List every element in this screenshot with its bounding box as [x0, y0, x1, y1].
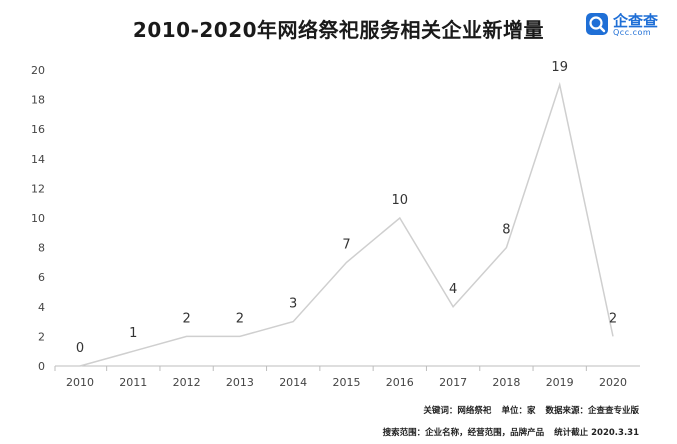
- x-tick-label: 2015: [333, 376, 361, 389]
- footer-line-2: 搜索范围：企业名称，经营范围，品牌产品 统计截止 2020.3.31: [383, 426, 639, 438]
- data-label: 10: [392, 193, 409, 208]
- x-tick-label: 2017: [439, 376, 467, 389]
- x-tick-label: 2014: [279, 376, 307, 389]
- footer-line-1: 关键词：网络祭祀 单位：家 数据来源：企查查专业版: [423, 404, 639, 416]
- data-label: 3: [289, 297, 297, 312]
- x-tick-label: 2013: [226, 376, 254, 389]
- cutoff-label: 统计截止: [554, 428, 589, 438]
- x-tick-label: 2011: [119, 376, 147, 389]
- keyword-value: 网络祭祀: [457, 406, 492, 416]
- keyword-label: 关键词：: [423, 406, 458, 416]
- data-label: 19: [551, 60, 568, 75]
- y-tick-label: 4: [38, 301, 45, 314]
- cutoff-value: 2020.3.31: [591, 428, 639, 438]
- x-tick-label: 2018: [492, 376, 520, 389]
- qcc-logo: 企查查 Qcc.com: [585, 10, 673, 42]
- data-label: 2: [236, 311, 244, 326]
- qcc-logo-icon: [586, 13, 608, 35]
- y-tick-label: 18: [31, 94, 45, 107]
- series-line: [79, 81, 614, 367]
- scope-label: 搜索范围：: [382, 428, 426, 438]
- data-label: 8: [502, 223, 510, 238]
- y-tick-label: 20: [31, 64, 45, 77]
- x-tick-label: 2019: [546, 376, 574, 389]
- data-label: 2: [182, 311, 190, 326]
- data-label: 4: [449, 282, 457, 297]
- y-tick-label: 14: [31, 153, 45, 166]
- x-tick-label: 2020: [599, 376, 627, 389]
- source-label: 数据来源：: [545, 406, 588, 416]
- x-tick-label: 2016: [386, 376, 414, 389]
- x-axis-ticks: 2010 2011 2012 2013 2014 2015 2016 2017 2018 2019…: [54, 366, 627, 389]
- y-tick-label: 10: [31, 212, 45, 225]
- data-label: 1: [129, 326, 137, 341]
- y-tick-label: 2: [38, 330, 45, 343]
- y-tick-label: 16: [31, 123, 45, 136]
- x-tick-label: 2012: [173, 376, 201, 389]
- unit-label: 单位：: [501, 406, 527, 416]
- chart-title: 2010-2020年网络祭祀服务相关企业新增量: [132, 18, 545, 42]
- logo-name: 企查查: [613, 12, 659, 30]
- data-label: 2: [609, 311, 617, 326]
- data-labels: 0 1 2 2 3 7 10 4 8 19 2: [76, 60, 617, 356]
- y-tick-label: 0: [38, 360, 45, 373]
- unit-value: 家: [526, 406, 536, 416]
- y-tick-label: 12: [31, 182, 45, 195]
- y-axis-ticks: 0 2 4 6 8 10 12 14 16 18 20: [31, 64, 45, 373]
- scope-value: 企业名称，经营范围，品牌产品: [425, 428, 545, 438]
- y-tick-label: 8: [38, 242, 45, 255]
- data-label: 0: [76, 341, 84, 356]
- logo-domain: Qcc.com: [613, 28, 652, 37]
- y-tick-label: 6: [38, 271, 45, 284]
- x-tick-label: 2010: [66, 376, 94, 389]
- data-label: 7: [342, 237, 350, 252]
- source-value: 企查查专业版: [587, 406, 639, 416]
